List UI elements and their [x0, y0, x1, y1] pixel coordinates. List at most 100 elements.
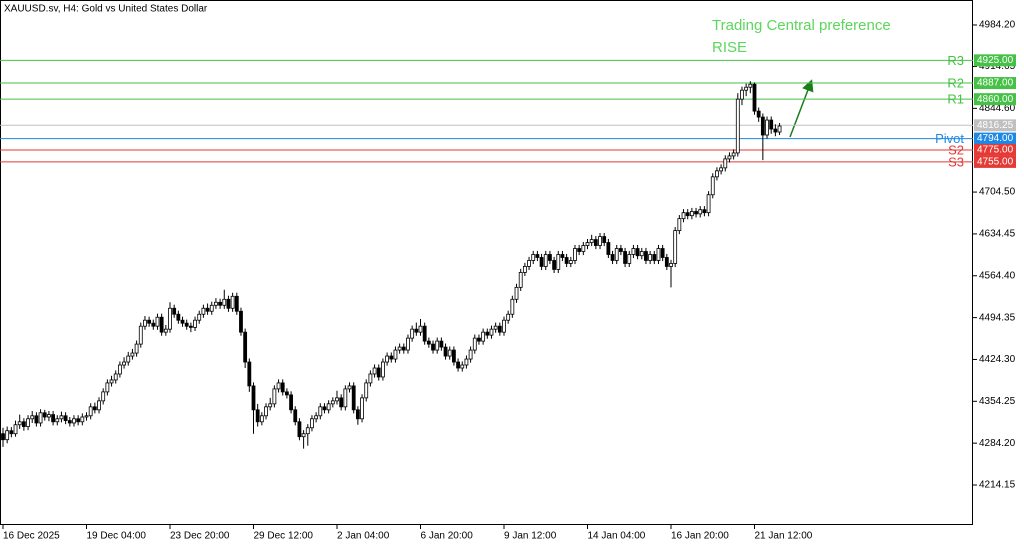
chart-title: XAUUSD.sv, H4: Gold vs United States Dol… [4, 4, 208, 15]
x-tick-label: 9 Jan 12:00 [504, 531, 557, 542]
candle-body [180, 319, 185, 324]
candle-body [42, 412, 47, 418]
candle-body [748, 83, 753, 88]
candle-body [1, 433, 5, 441]
candle-body [230, 295, 235, 309]
candle-body [619, 248, 623, 252]
last-price-box [974, 119, 1016, 132]
candle-body [339, 397, 344, 408]
candle-body [268, 403, 273, 408]
candle-body [30, 415, 35, 420]
candle-body [326, 403, 331, 411]
x-tick-label: 16 Dec 2025 [3, 531, 60, 542]
candle-body [522, 266, 527, 273]
candle-body [385, 355, 390, 363]
candle-body [539, 257, 544, 267]
candle-body [627, 254, 632, 264]
candle-body [92, 406, 97, 411]
candle-body [151, 322, 156, 327]
x-tick-label: 16 Jan 20:00 [671, 531, 729, 542]
x-tick-label: 6 Jan 20:00 [421, 531, 474, 542]
candle-body [209, 304, 214, 312]
candle-body [239, 310, 243, 333]
candle-body [477, 337, 481, 342]
candle-body [702, 209, 707, 214]
candle-body [660, 248, 665, 258]
annotation: Trading Central preference [712, 17, 891, 34]
y-tick-label: 4914.65 [979, 61, 1016, 72]
candle-body [218, 301, 223, 306]
candle-body [105, 382, 110, 393]
candle-body [710, 176, 715, 196]
candle-body [414, 328, 419, 333]
candle-body [773, 128, 778, 133]
candle-body [143, 319, 147, 327]
candle-body [426, 340, 431, 345]
candle-body [272, 388, 277, 405]
candle-body [284, 391, 289, 396]
candle-body [17, 421, 22, 426]
candle-body [343, 388, 348, 408]
candle-body [163, 328, 168, 333]
annotation: RISE [712, 39, 747, 56]
candle-body [51, 414, 55, 423]
candle-body [330, 400, 335, 405]
candle-body [126, 355, 131, 363]
candle-body [122, 361, 126, 366]
candle-body [715, 170, 719, 178]
candle-body [719, 167, 723, 172]
y-tick-label: 4424.30 [979, 354, 1016, 365]
candle-body [97, 400, 101, 411]
candle-body [602, 236, 607, 243]
candle-body [322, 406, 327, 411]
candle-body [368, 373, 373, 384]
candle-body [744, 86, 749, 91]
candle-body [648, 254, 653, 261]
candle-body [548, 254, 552, 261]
candle-body [677, 218, 682, 231]
candle-body [447, 349, 452, 357]
candle-body [84, 415, 89, 418]
candle-body [727, 155, 732, 160]
candle-body [293, 409, 298, 423]
plot-frame [0, 0, 973, 525]
candle-body [72, 418, 76, 424]
candle-body [589, 239, 594, 243]
candle-body [518, 272, 523, 288]
candle-body [88, 406, 93, 417]
candle-body [664, 257, 669, 267]
candle-body [26, 418, 30, 427]
candle-body [527, 260, 531, 267]
candle-body [406, 337, 410, 351]
candle-body [731, 152, 736, 157]
y-tick-label: 4984.20 [979, 20, 1016, 31]
candle-body [777, 125, 782, 133]
candle-body [234, 295, 239, 312]
candle-body [13, 424, 18, 435]
candle-body [389, 355, 394, 360]
level-name: R1 [947, 92, 964, 107]
y-tick-label: 4704.50 [979, 187, 1016, 198]
candle-body [372, 367, 377, 375]
candle-body [573, 248, 577, 261]
candle-body [21, 421, 26, 427]
candle-body [113, 373, 118, 381]
candle-body [264, 406, 268, 417]
candle-body [752, 83, 757, 112]
level-price: 4887.00 [977, 78, 1014, 89]
candle-body [485, 331, 490, 336]
candle-body [276, 382, 281, 390]
y-tick-label: 4214.15 [979, 480, 1016, 491]
candle-body [222, 298, 227, 306]
candle-body [168, 307, 172, 330]
candle-body [55, 418, 60, 423]
candle-body [351, 385, 356, 411]
candle-body [188, 325, 193, 328]
candle-body [259, 415, 264, 423]
candle-body [205, 307, 210, 312]
level-box [974, 77, 1016, 90]
candle-body [197, 313, 202, 321]
candle-body [134, 343, 139, 354]
candle-body [610, 254, 615, 261]
candle-body [318, 406, 323, 417]
